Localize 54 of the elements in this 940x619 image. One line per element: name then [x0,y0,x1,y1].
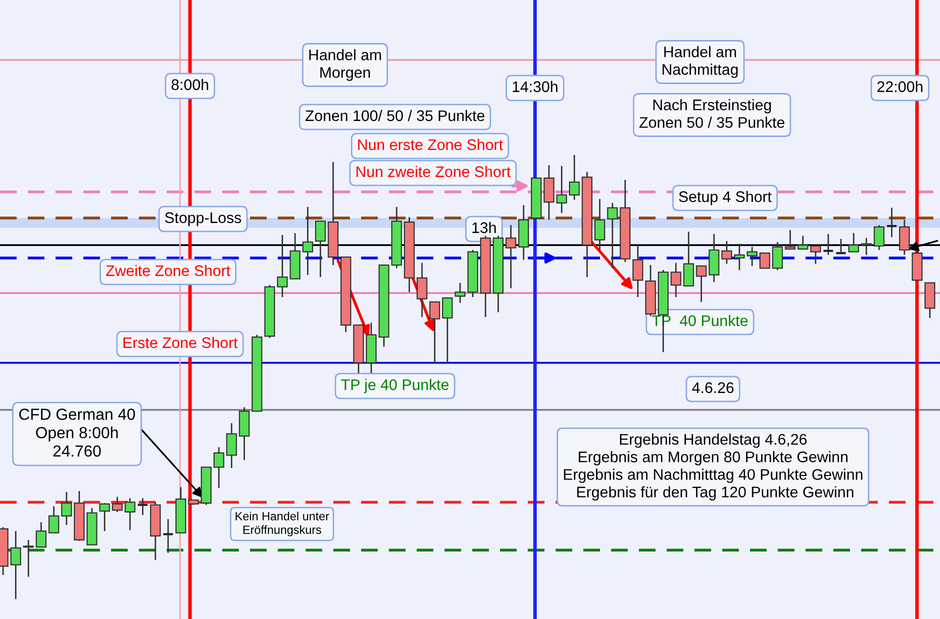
text: Handel am Morgen [309,49,381,81]
candlestick [124,498,136,531]
candlestick [136,498,149,516]
candlestick [48,506,60,534]
candlestick [23,539,34,578]
candlestick [568,154,580,201]
annotation: Erste Zone Short [124,336,238,348]
annotation: Zweite Zone Short [106,264,230,276]
candlestick [544,164,554,220]
candlestick [696,265,707,303]
candlestick [899,219,910,256]
text: 14:30h [512,80,558,92]
text: Nun erste Zone Short [358,138,503,150]
annotation: 13h [472,222,496,234]
candlestick [874,224,884,251]
annotation: Setup 4 Short [678,190,772,206]
candlestick [61,491,72,526]
candlestick [848,232,860,252]
annotation: Kein Handel unter Eröffnungskurs [236,512,330,536]
annotation: Ergebnis Handelstag 4.6,26 Ergebnis am Morgen 80 Punkte Gewinn Ergebnis am Nachmitttag 40 Punkte Gewinn Ergebnis für den Tag 120 Punkte Gewinn [564,434,862,500]
annotation: TP je 40 Punkte [341,378,449,394]
candlestick [454,282,466,304]
text: Nach Ersteinstieg Zonen 50 / 35 Punkte [639,99,784,128]
text: 22:00h [877,80,922,92]
annotation: Stopp-Loss [165,212,242,226]
candlestick [36,522,47,548]
annotation: CFD German 40 Open 8:00h 24.760 [19,408,135,457]
candlestick [594,198,606,251]
candlestick [886,207,898,238]
candlestick [429,301,440,364]
candlestick [302,206,314,276]
candlestick [632,244,644,298]
text: Zonen 100/ 50 / 35 Punkte [305,110,484,122]
annotation: 4.6.26 [692,382,734,394]
candlestick [416,262,428,318]
candlestick [784,229,796,250]
annotation: Nun zweite Zone Short [356,166,511,178]
candlestick [772,241,783,271]
candlestick [162,518,174,554]
text: 8:00h [172,78,208,90]
candlestick [315,220,326,278]
candlestick [860,237,872,256]
candlestick [99,502,110,532]
candlestick [556,165,568,214]
candlestick [442,297,453,364]
candlestick [276,234,288,298]
candlestick [112,496,123,513]
candlestick [835,238,847,255]
candlestick [759,252,770,269]
candlestick [607,202,618,269]
text: Handel am Nachmittag [662,46,738,78]
candlestick [822,233,834,256]
candlestick [10,530,22,600]
candlestick [721,240,732,264]
